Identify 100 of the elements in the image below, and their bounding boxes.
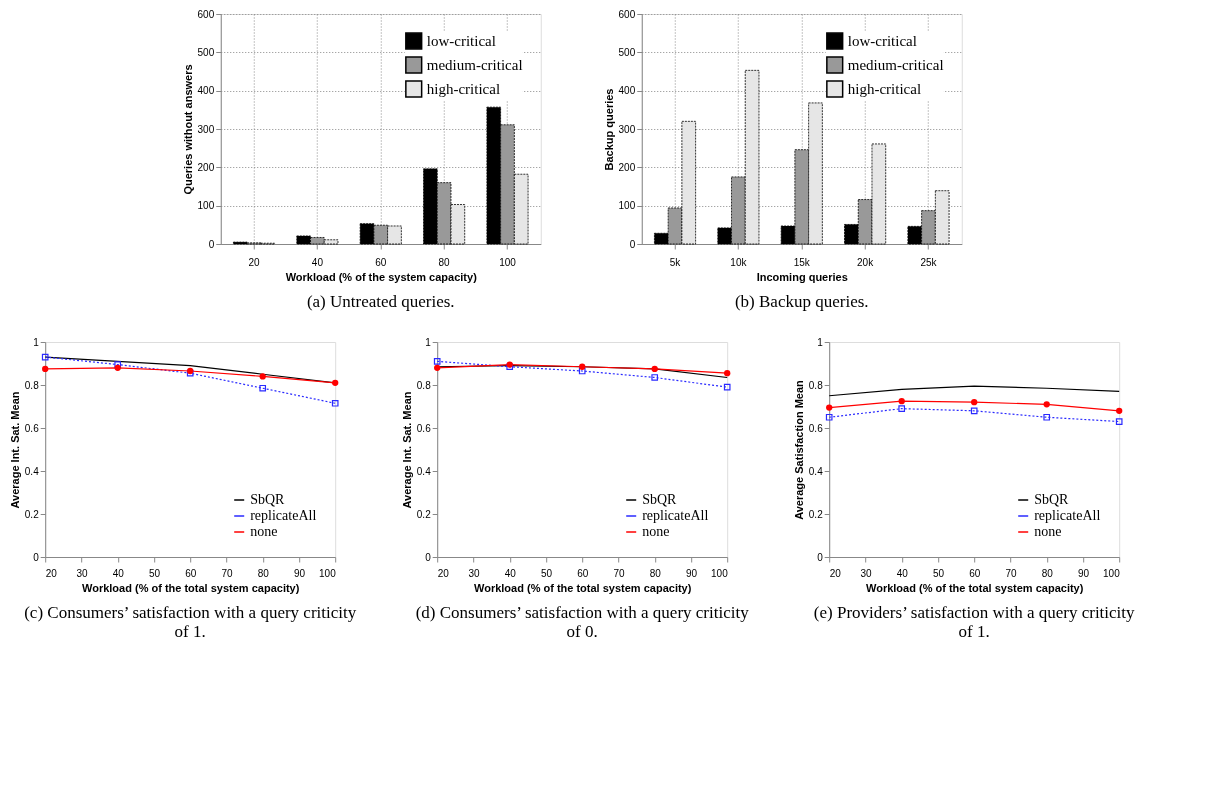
x-tick-label: 40	[896, 567, 909, 579]
y-tick-label: 0	[208, 238, 215, 250]
legend-label: SbQR	[1034, 492, 1070, 507]
y-tick-label: 0.4	[416, 465, 432, 477]
x-tick-label: 15k	[793, 256, 811, 268]
x-tick-label: 30	[468, 567, 480, 579]
x-tick-label: 80	[257, 567, 270, 579]
legend-label: high-critical	[426, 81, 501, 97]
x-tick-label: 20k	[857, 256, 875, 268]
y-tick-label: 0	[817, 551, 824, 563]
x-tick-label: 25k	[920, 256, 938, 268]
x-tick-label: 70	[613, 567, 625, 579]
x-tick-label: 100	[711, 567, 729, 579]
y-tick-label: 500	[197, 46, 215, 58]
y-tick-label: 0.8	[808, 379, 824, 391]
y-tick-label: 300	[197, 123, 215, 135]
y-tick-label: 0	[33, 551, 40, 563]
legend-label: SbQR	[642, 492, 678, 507]
x-axis-title: Workload (% of the total system capacity)	[866, 581, 1084, 594]
y-tick-label: 0.6	[24, 422, 40, 434]
text: (e) Providers’ satisfaction with a query criticity of 1.	[813, 603, 1136, 641]
y-tick-label: 200	[618, 161, 636, 173]
y-tick-label: 0	[425, 551, 432, 563]
legend-label: none	[250, 524, 278, 539]
y-axis-title: Average Int. Sat. Mean	[400, 391, 413, 509]
x-tick-label: 50	[148, 567, 161, 579]
x-tick-label: 90	[685, 567, 698, 579]
y-tick-label: 100	[618, 200, 636, 212]
line-series	[828, 385, 1120, 397]
x-tick-label: 90	[293, 567, 306, 579]
y-tick-label: 1	[425, 336, 432, 348]
y-tick-label: 200	[197, 161, 215, 173]
x-tick-label: 60	[969, 567, 981, 579]
y-tick-label: 600	[618, 8, 636, 20]
y-axis-title: Average Int. Sat. Mean	[8, 391, 21, 509]
x-tick-label: 60	[185, 567, 197, 579]
legend-label: replicateAll	[642, 508, 709, 523]
y-tick-label: 600	[197, 8, 215, 20]
y-tick-label: 0.6	[416, 422, 432, 434]
x-tick-label: 20	[45, 567, 58, 579]
x-tick-label: 10k	[730, 256, 748, 268]
y-tick-label: 1	[33, 336, 40, 348]
y-tick-label: 0.8	[24, 379, 40, 391]
y-tick-label: 0.8	[416, 379, 432, 391]
legend-label: medium-critical	[847, 57, 944, 73]
legend-label: high-critical	[847, 81, 922, 97]
x-tick-label: 100	[1103, 567, 1121, 579]
x-tick-label: 50	[540, 567, 553, 579]
x-axis-title: Workload (% of the total system capacity)	[474, 581, 692, 594]
y-tick-label: 0.4	[24, 465, 40, 477]
x-tick-label: 5k	[669, 256, 682, 268]
x-tick-label: 60	[577, 567, 589, 579]
y-tick-label: 300	[618, 123, 636, 135]
x-tick-label: 80	[438, 256, 451, 268]
x-tick-label: 40	[112, 567, 125, 579]
text: (b) Backup queries.	[734, 292, 869, 311]
x-tick-label: 30	[76, 567, 88, 579]
legend-label: replicateAll	[1034, 508, 1101, 523]
y-tick-label: 0.2	[808, 508, 824, 520]
y-axis-title: Average Satisfaction Mean	[792, 379, 805, 520]
x-tick-label: 70	[1005, 567, 1017, 579]
y-tick-label: 0.2	[24, 508, 40, 520]
x-tick-label: 20	[437, 567, 450, 579]
x-tick-label: 40	[311, 256, 324, 268]
legend-label: none	[1034, 524, 1062, 539]
y-tick-label: 400	[618, 85, 636, 97]
y-tick-label: 1	[817, 336, 824, 348]
x-tick-label: 80	[649, 567, 662, 579]
y-tick-label: 0	[629, 238, 636, 250]
x-axis-title: Workload (% of the system capacity)	[285, 270, 478, 283]
x-axis-title: Workload (% of the total system capacity)	[82, 581, 300, 594]
text: (c) Consumers’ satisfaction with a query criticity of 1.	[24, 603, 357, 641]
y-tick-label: 100	[197, 200, 215, 212]
x-tick-label: 80	[1041, 567, 1054, 579]
legend-label: replicateAll	[250, 508, 317, 523]
x-tick-label: 20	[829, 567, 842, 579]
x-tick-label: 30	[860, 567, 872, 579]
y-tick-label: 0.4	[808, 465, 824, 477]
x-tick-label: 40	[504, 567, 517, 579]
legend-label: medium-critical	[426, 57, 523, 73]
legend-label: low-critical	[847, 33, 917, 49]
legend-label: low-critical	[426, 33, 496, 49]
x-tick-label: 50	[932, 567, 945, 579]
y-tick-label: 0.2	[416, 508, 432, 520]
text: (a) Untreated queries.	[306, 292, 455, 311]
legend-label: SbQR	[250, 492, 286, 507]
y-tick-label: 500	[618, 46, 636, 58]
y-tick-label: 0.6	[808, 422, 824, 434]
y-axis-title: Backup queries	[602, 88, 615, 171]
x-tick-label: 20	[248, 256, 261, 268]
y-axis-title: Queries without answers	[181, 64, 194, 195]
legend-label: none	[642, 524, 670, 539]
x-tick-label: 70	[221, 567, 233, 579]
text: (d) Consumers’ satisfaction with a query criticity of 0.	[415, 603, 750, 641]
x-tick-label: 60	[375, 256, 387, 268]
x-tick-label: 100	[319, 567, 337, 579]
x-tick-label: 90	[1077, 567, 1090, 579]
y-tick-label: 400	[197, 85, 215, 97]
x-axis-title: Incoming queries	[756, 270, 848, 283]
x-tick-label: 100	[499, 256, 517, 268]
